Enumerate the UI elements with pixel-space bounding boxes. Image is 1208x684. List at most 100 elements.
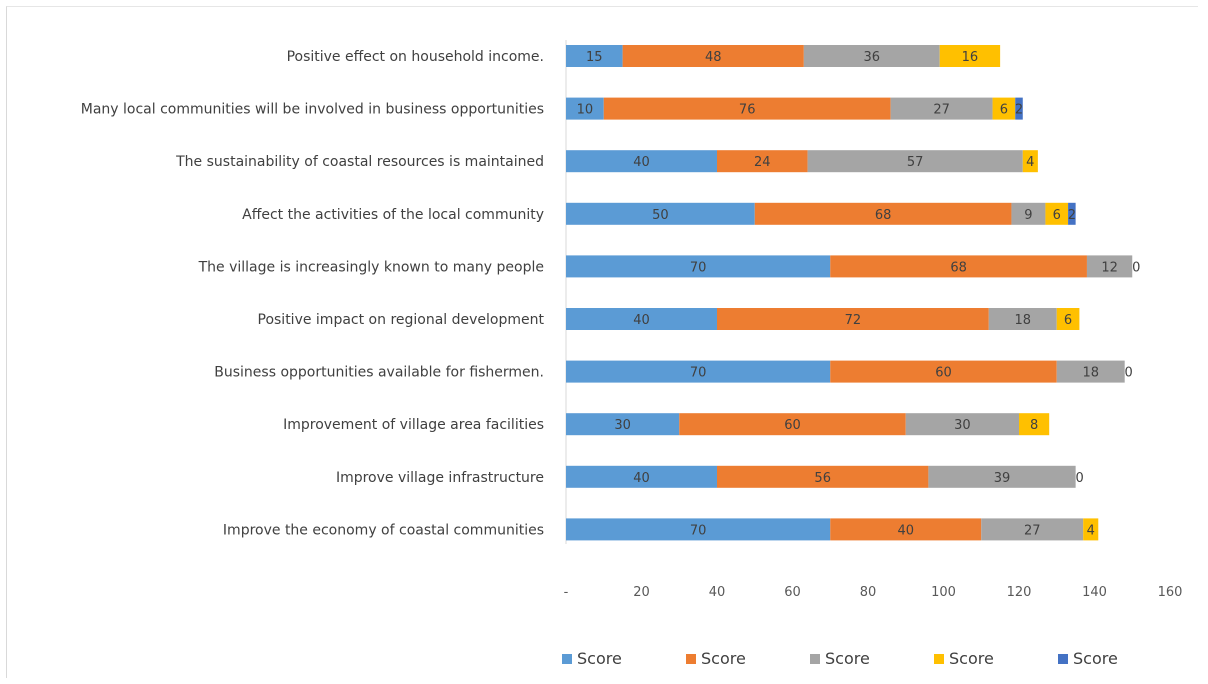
data-label: 76 — [739, 103, 756, 118]
bar-segment — [992, 97, 1016, 120]
data-label: 6 — [1064, 313, 1072, 328]
data-label: 68 — [875, 208, 892, 223]
x-tick-label: 100 — [931, 585, 956, 600]
data-label: 56 — [814, 471, 831, 486]
bar-segment — [1056, 308, 1080, 330]
bar-segment — [939, 45, 1001, 67]
category-label: The sustainability of coastal resources … — [175, 154, 544, 170]
bar-segment — [717, 150, 808, 173]
data-label: 0 — [1132, 260, 1140, 275]
bar-segment — [603, 97, 891, 120]
data-label: 0 — [1125, 366, 1133, 381]
bar-segment — [566, 518, 831, 541]
bar-segment — [988, 308, 1057, 330]
x-tick-label: 160 — [1158, 585, 1183, 600]
data-label: 4 — [1026, 155, 1034, 170]
legend-label: Score — [949, 649, 994, 668]
data-label: 27 — [1024, 523, 1041, 538]
data-label: 36 — [864, 50, 881, 65]
data-label: 70 — [690, 260, 707, 275]
bar-segment — [905, 413, 1019, 436]
x-tick-label: 80 — [860, 585, 877, 600]
bar-segment — [1083, 518, 1099, 541]
legend-label: Score — [1073, 649, 1118, 668]
bar-segment — [830, 255, 1087, 278]
category-label: Affect the activities of the local commu… — [242, 207, 544, 223]
data-label: 18 — [1015, 313, 1032, 328]
legend-swatch — [934, 654, 944, 664]
bar-segment — [566, 465, 717, 488]
data-label: 40 — [633, 313, 650, 328]
bar-segment — [566, 360, 831, 383]
bar-segment — [1019, 413, 1050, 436]
data-label: 39 — [994, 471, 1011, 486]
data-label: 68 — [950, 260, 967, 275]
category-label: Improve village infrastructure — [336, 470, 544, 486]
data-label: 70 — [690, 523, 707, 538]
data-label: 50 — [652, 208, 669, 223]
bar-segment — [807, 150, 1023, 173]
bar-segment — [717, 308, 989, 330]
legend-label: Score — [825, 649, 870, 668]
bar-segment — [566, 150, 717, 173]
bar-segment — [803, 45, 940, 67]
data-label: 30 — [954, 418, 971, 433]
bar-segment — [1015, 97, 1023, 120]
x-tick-label: 40 — [709, 585, 726, 600]
data-label: 2 — [1015, 103, 1023, 118]
category-label: Positive impact on regional development — [258, 312, 545, 328]
data-label: 12 — [1101, 260, 1118, 275]
bar-segment — [717, 465, 929, 488]
data-label: 70 — [690, 366, 707, 381]
legend-label: Score — [577, 649, 622, 668]
legend-label: Score — [701, 649, 746, 668]
x-tick-label: 20 — [633, 585, 650, 600]
data-label: 6 — [1000, 103, 1008, 118]
data-label: 4 — [1087, 523, 1095, 538]
bar-segment — [1022, 150, 1038, 173]
data-label: 72 — [845, 313, 862, 328]
bar-segment — [830, 360, 1057, 383]
bar-segment — [566, 45, 623, 67]
data-label: 9 — [1024, 208, 1032, 223]
category-label: Business opportunities available for fis… — [214, 365, 544, 381]
data-label: 27 — [933, 103, 950, 118]
bar-segment — [566, 308, 717, 330]
data-label: 0 — [1075, 471, 1083, 486]
data-label: 15 — [586, 50, 603, 65]
data-label: 60 — [784, 418, 801, 433]
data-label: 18 — [1082, 366, 1099, 381]
bar-segment — [1011, 202, 1046, 225]
legend-swatch — [1058, 654, 1068, 664]
legend-swatch — [810, 654, 820, 664]
bar-segment — [622, 45, 804, 67]
bar-segment — [1086, 255, 1133, 278]
bar-segment — [890, 97, 993, 120]
legend-swatch — [686, 654, 696, 664]
category-label: Improvement of village area facilities — [283, 417, 544, 433]
x-tick-label: 60 — [784, 585, 801, 600]
data-label: 6 — [1053, 208, 1061, 223]
category-label: Positive effect on household income. — [287, 49, 544, 65]
category-label: Many local communities will be involved … — [81, 102, 544, 118]
bar-segment — [754, 202, 1012, 225]
bar-segment — [566, 202, 755, 225]
data-label: 2 — [1068, 208, 1076, 223]
data-label: 40 — [897, 523, 914, 538]
data-label: 24 — [754, 155, 771, 170]
data-label: 40 — [633, 471, 650, 486]
chart-frame — [6, 6, 1198, 678]
bar-segment — [1056, 360, 1125, 383]
legend-swatch — [562, 654, 572, 664]
bar-segment — [679, 413, 906, 436]
x-tick-label: - — [564, 585, 569, 600]
bar-segment — [566, 413, 680, 436]
data-label: 48 — [705, 50, 722, 65]
bar-segment — [928, 465, 1076, 488]
bar-segment — [566, 255, 831, 278]
bar-segment — [1068, 202, 1076, 225]
data-label: 10 — [577, 103, 594, 118]
bar-segment — [1045, 202, 1069, 225]
bar-segment — [830, 518, 982, 541]
